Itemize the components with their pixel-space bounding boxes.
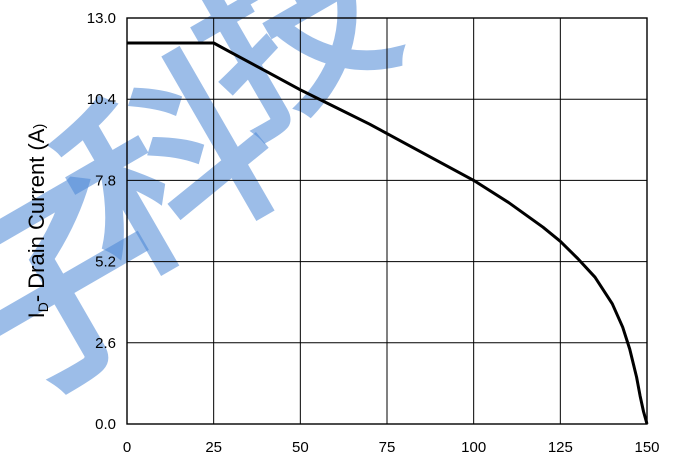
y-tick-label-0: 0.0 [95, 416, 116, 433]
y-axis-label-sub: D [35, 302, 51, 312]
y-tick-label-3: 7.8 [95, 172, 116, 189]
x-tick-label-6: 150 [634, 439, 659, 456]
y-tick-labels: 0.0 2.6 5.2 7.8 10.4 13.0 [87, 10, 116, 433]
series-line [127, 41, 649, 425]
y-axis-label-main: I [24, 312, 49, 318]
y-tick-label-4: 10.4 [87, 91, 116, 108]
x-tick-label-4: 100 [461, 439, 486, 456]
x-tick-label-0: 0 [123, 439, 131, 456]
y-tick-label-1: 2.6 [95, 335, 116, 352]
y-axis-label: ID- Drain Current (A) [24, 124, 51, 319]
y-axis-label-rest: - Drain Current (A [24, 128, 49, 302]
y-axis-label-close: ) [31, 124, 48, 129]
x-tick-label-3: 75 [379, 439, 396, 456]
y-tick-label-2: 5.2 [95, 254, 116, 271]
y-tick-label-5: 13.0 [87, 10, 116, 27]
x-tick-label-1: 25 [205, 439, 222, 456]
x-tick-labels: 0 25 50 75 100 125 150 [123, 439, 660, 456]
x-tick-label-2: 50 [292, 439, 309, 456]
plot-frame [126, 17, 648, 425]
x-tick-label-5: 125 [548, 439, 573, 456]
